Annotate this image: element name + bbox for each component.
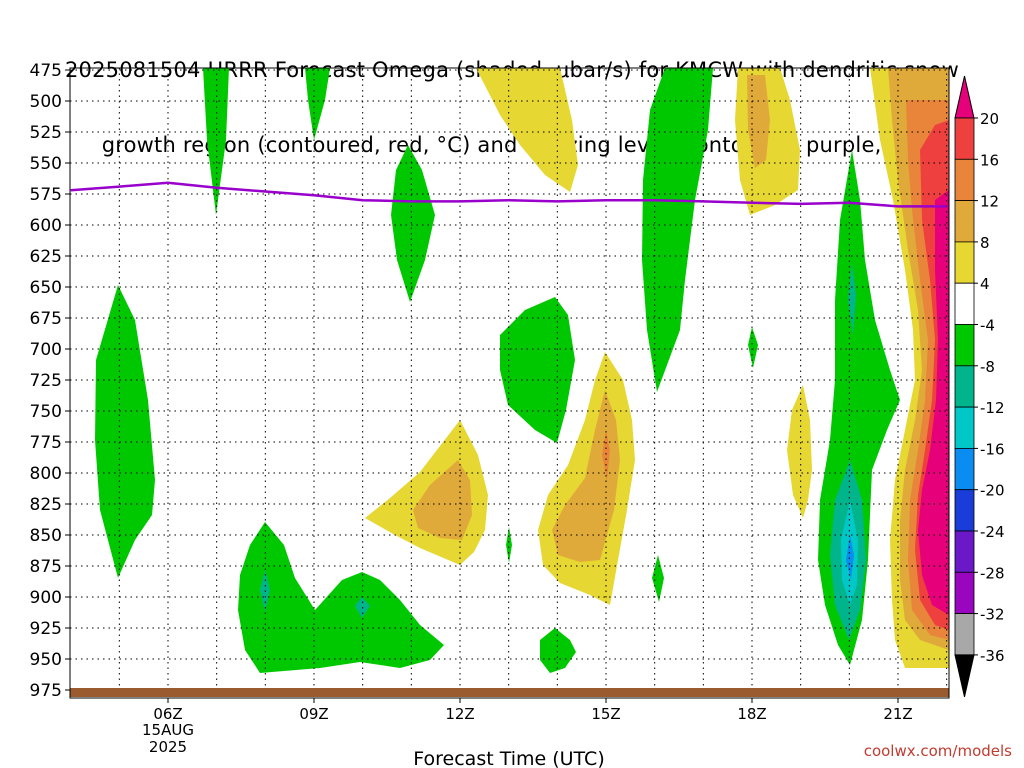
colorbar-label: -16	[980, 440, 1005, 458]
y-tick-label: 600	[30, 216, 62, 236]
omega-region	[642, 68, 713, 392]
colorbar-segment	[954, 200, 975, 243]
omega-region	[748, 327, 758, 368]
y-tick-label: 975	[30, 681, 62, 701]
omega-shading	[95, 68, 949, 673]
colorbar-label: 20	[980, 110, 999, 128]
colorbar-label: -28	[980, 564, 1005, 582]
colorbar-label: -20	[980, 482, 1005, 500]
omega-region	[848, 262, 856, 335]
y-tick-label: 850	[30, 526, 62, 546]
y-tick-label: 525	[30, 123, 62, 143]
colorbar-top-arrow	[954, 75, 975, 119]
y-tick-label: 900	[30, 588, 62, 608]
x-axis-title: Forecast Time (UTC)	[413, 748, 604, 768]
x-tick-label: 21Z	[883, 705, 912, 723]
x-date-year: 2025	[149, 738, 187, 756]
colorbar-label: -24	[980, 523, 1005, 541]
omega-region	[391, 145, 435, 302]
colorbar-segment	[954, 282, 975, 325]
y-tick-label: 825	[30, 495, 62, 515]
colorbar-segment	[954, 241, 975, 284]
y-tick-label: 775	[30, 433, 62, 453]
colorbar-segment	[954, 571, 975, 614]
omega-region	[540, 628, 576, 673]
x-axis: 06Z 09Z 12Z 15Z 18Z 21Z	[153, 698, 913, 723]
colorbar-segment	[954, 447, 975, 491]
omega-region	[552, 390, 620, 562]
colorbar-segment	[954, 489, 975, 532]
omega-region	[95, 285, 155, 578]
omega-region	[500, 297, 575, 443]
x-tick-label: 06Z	[153, 705, 182, 723]
y-tick-label: 875	[30, 557, 62, 577]
colorbar-segment	[954, 117, 975, 160]
y-tick-label: 475	[30, 61, 62, 81]
y-tick-label: 550	[30, 154, 62, 174]
colorbar-segment	[954, 406, 975, 449]
omega-region	[238, 522, 444, 673]
colorbar-label: -8	[980, 358, 995, 376]
freezing-level-line	[70, 181, 947, 208]
colorbar-label: -4	[980, 317, 995, 335]
colorbar-label: 8	[980, 234, 990, 252]
omega-region	[747, 75, 770, 168]
omega-region	[787, 385, 812, 518]
y-tick-label: 700	[30, 340, 62, 360]
colorbar: 20 16 12 8 4 -4 -8 -12 -16 -20 -24 -28 -32 -36	[954, 75, 1005, 698]
ground-strip	[70, 688, 949, 697]
y-tick-label: 625	[30, 247, 62, 267]
watermark: coolwx.com/models	[863, 742, 1012, 760]
colorbar-label: 16	[980, 151, 999, 169]
colorbar-label: -32	[980, 606, 1005, 624]
grid	[70, 68, 949, 698]
colorbar-segment	[954, 613, 975, 656]
x-tick-label: 12Z	[445, 705, 474, 723]
x-date-day: 15AUG	[142, 721, 194, 739]
colorbar-label: 4	[980, 275, 990, 293]
y-tick-label: 800	[30, 464, 62, 484]
y-tick-label: 675	[30, 309, 62, 329]
y-tick-label: 950	[30, 650, 62, 670]
omega-region	[652, 555, 664, 602]
plot-frame	[69, 67, 950, 699]
y-axis: 475 500 525 550 575 600 625 650 675 700 725 750 775 8…	[30, 61, 70, 701]
colorbar-label: -36	[980, 647, 1005, 665]
omega-region	[846, 535, 854, 580]
colorbar-segment	[954, 365, 975, 408]
colorbar-segment	[954, 324, 975, 367]
omega-region	[305, 68, 330, 140]
x-tick-label: 18Z	[737, 705, 766, 723]
omega-region	[476, 68, 578, 192]
colorbar-segment	[954, 158, 975, 202]
colorbar-segment	[954, 530, 975, 573]
omega-region	[413, 460, 472, 540]
y-tick-label: 650	[30, 278, 62, 298]
omega-region	[918, 190, 949, 615]
x-tick-label: 09Z	[299, 705, 328, 723]
y-tick-label: 750	[30, 402, 62, 422]
y-tick-label: 575	[30, 185, 62, 205]
omega-region	[203, 68, 229, 215]
colorbar-label: -12	[980, 399, 1005, 417]
colorbar-bottom-arrow	[954, 654, 975, 698]
colorbar-label: 12	[980, 193, 999, 211]
y-tick-label: 725	[30, 371, 62, 391]
y-tick-label: 925	[30, 619, 62, 639]
x-tick-label: 15Z	[591, 705, 620, 723]
omega-region	[506, 527, 512, 563]
y-tick-label: 500	[30, 92, 62, 112]
